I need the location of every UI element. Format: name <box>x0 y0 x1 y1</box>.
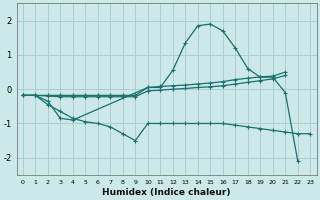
X-axis label: Humidex (Indice chaleur): Humidex (Indice chaleur) <box>102 188 231 197</box>
